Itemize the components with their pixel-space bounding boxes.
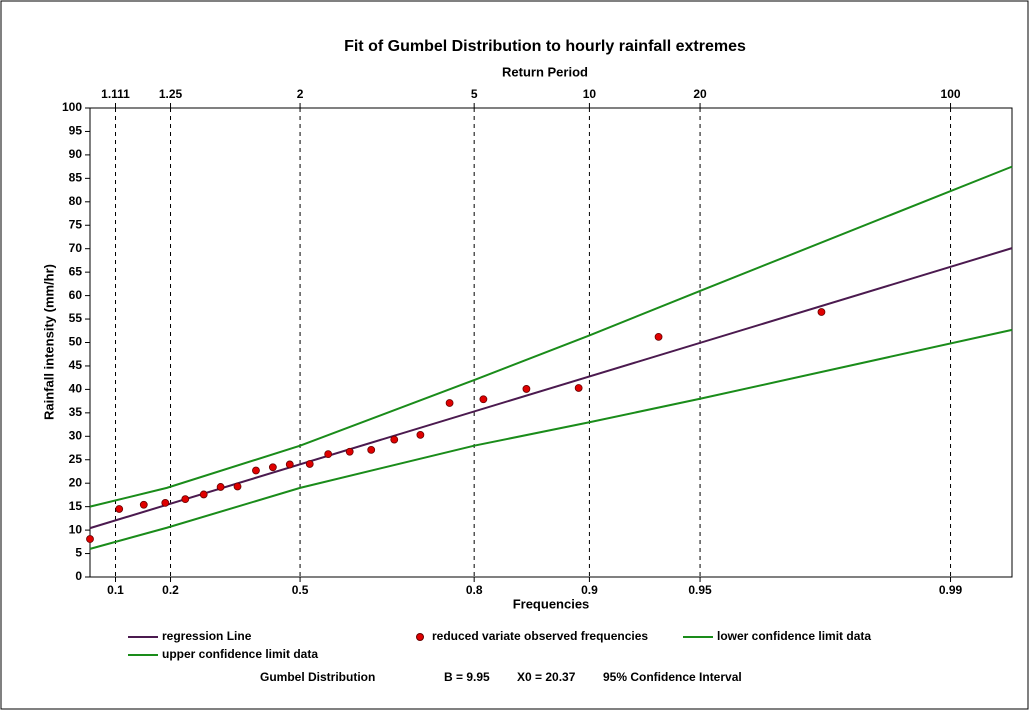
data-point xyxy=(479,395,488,404)
y-tick-label: 70 xyxy=(69,241,83,255)
y-tick-label: 40 xyxy=(69,382,83,396)
x-tick-label: 0.9 xyxy=(581,583,598,597)
y-tick-label: 80 xyxy=(69,194,83,208)
y-tick-label: 45 xyxy=(69,358,83,372)
data-point xyxy=(181,495,190,504)
x-axis-label: Frequencies xyxy=(513,596,590,611)
data-point xyxy=(522,385,531,393)
series-line xyxy=(89,328,1013,550)
y-tick-label: 55 xyxy=(69,311,83,325)
data-point xyxy=(305,460,314,468)
x-tick-label: 0.99 xyxy=(939,583,963,597)
y-tick-label: 25 xyxy=(69,452,83,466)
y-tick-label: 30 xyxy=(69,428,83,442)
y-tick-label: 75 xyxy=(69,217,83,231)
data-point xyxy=(574,384,583,392)
y-tick-label: 90 xyxy=(69,147,83,161)
series-line xyxy=(89,247,1013,530)
footer: 95% Confidence Interval xyxy=(603,670,742,684)
y-tick-label: 35 xyxy=(69,405,83,419)
data-point xyxy=(324,450,333,459)
x2-tick-label: 1.111 xyxy=(101,87,130,101)
data-point xyxy=(445,399,454,407)
y-tick-label: 20 xyxy=(69,475,83,489)
x2-tick-label: 100 xyxy=(941,87,961,101)
plot-area xyxy=(89,107,1013,578)
data-point xyxy=(817,308,826,316)
legend-marker xyxy=(416,633,424,641)
x2-tick-label: 20 xyxy=(693,87,707,101)
data-point xyxy=(390,435,399,444)
data-point xyxy=(268,463,277,472)
data-point xyxy=(285,460,294,469)
x2-axis-label: Return Period xyxy=(502,64,588,79)
data-point xyxy=(233,482,242,491)
data-point xyxy=(199,490,208,499)
y-tick-label: 60 xyxy=(69,288,83,302)
y-tick-label: 100 xyxy=(62,100,82,114)
x-tick-label: 0.8 xyxy=(466,583,483,597)
y-tick-label: 85 xyxy=(69,171,83,185)
legend-label: upper confidence limit data xyxy=(162,647,318,661)
chart-title: Fit of Gumbel Distribution to hourly rai… xyxy=(344,38,746,55)
x-tick-label: 0.1 xyxy=(107,583,124,597)
data-point xyxy=(161,498,170,507)
footer: Gumbel Distribution xyxy=(260,670,375,684)
data-point xyxy=(139,500,148,509)
x-tick-label: 0.95 xyxy=(688,583,712,597)
series-line xyxy=(89,165,1013,508)
data-point xyxy=(216,483,225,491)
y-tick-label: 5 xyxy=(75,546,82,560)
legend-label: lower confidence limit data xyxy=(717,629,871,643)
y-tick-label: 0 xyxy=(75,569,82,583)
y-tick-label: 50 xyxy=(69,335,83,349)
x2-tick-label: 5 xyxy=(471,87,478,101)
x2-tick-label: 2 xyxy=(297,87,304,101)
data-point xyxy=(416,430,425,439)
data-point xyxy=(115,505,124,513)
y-tick-label: 65 xyxy=(69,264,83,278)
x-tick-label: 0.5 xyxy=(292,583,309,597)
data-point xyxy=(654,332,663,341)
footer: B = 9.95 xyxy=(444,670,490,684)
y-axis-label: Rainfall intensity (mm/hr) xyxy=(41,264,56,420)
data-point xyxy=(252,466,260,475)
legend-label: reduced variate observed frequencies xyxy=(432,629,648,643)
y-tick-label: 15 xyxy=(69,499,83,513)
footer: X0 = 20.37 xyxy=(517,670,576,684)
x2-tick-label: 1.25 xyxy=(159,87,183,101)
y-tick-label: 10 xyxy=(69,522,83,536)
data-point xyxy=(86,535,94,543)
x-tick-label: 0.2 xyxy=(162,583,179,597)
data-point xyxy=(345,447,354,456)
x2-tick-label: 10 xyxy=(583,87,597,101)
legend-label: regression Line xyxy=(162,629,252,643)
data-point xyxy=(367,446,376,454)
y-tick-label: 95 xyxy=(69,124,83,138)
